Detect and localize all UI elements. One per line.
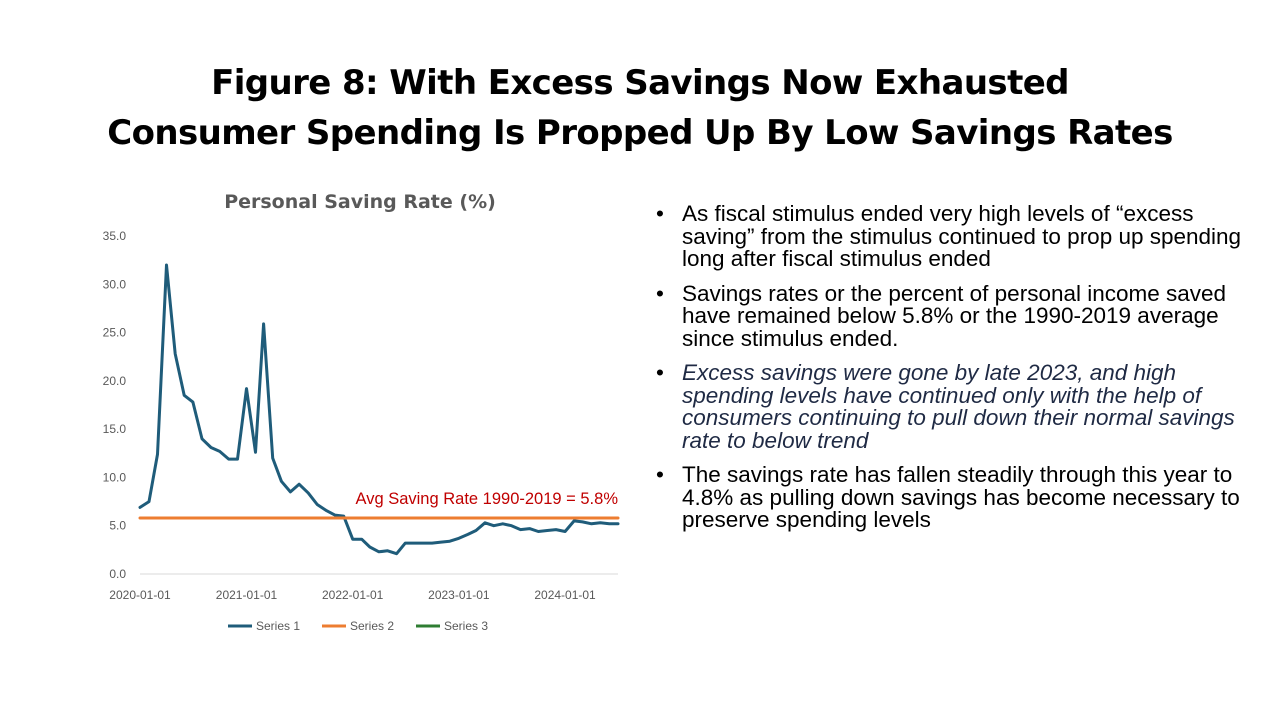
series-1-line	[138, 263, 620, 556]
x-tick-label: 2022-01-01	[322, 588, 384, 602]
bullet-dot-icon: •	[656, 360, 664, 385]
chart-title: Personal Saving Rate (%)	[224, 191, 496, 213]
saving-rate-chart: 0.0 5.0 10.0 15.0 20.0 25.0 30.0 35.0 2020-01-01…	[103, 229, 620, 633]
y-tick-label: 25.0	[103, 326, 127, 340]
slide-title: Figure 8: With Excess Savings Now Exhaus…	[0, 58, 1280, 158]
y-tick-label: 30.0	[103, 277, 127, 291]
slide-title-line-2: Consumer Spending Is Propped Up By Low S…	[107, 113, 1173, 153]
bullet-text: As fiscal stimulus ended very high level…	[682, 201, 1242, 271]
bullet-item: • The savings rate has fallen steadily t…	[656, 462, 1256, 532]
bullet-text: The savings rate has fallen steadily thr…	[682, 462, 1240, 532]
bullet-dot-icon: •	[656, 280, 664, 306]
x-tick-label: 2024-01-01	[534, 588, 596, 602]
y-tick-label: 10.0	[103, 470, 127, 484]
bullet-list: • As fiscal stimulus ended very high lev…	[656, 201, 1256, 544]
x-tick-label: 2021-01-01	[216, 588, 278, 602]
bullet-dot-icon: •	[656, 462, 664, 487]
bullet-item: • Excess savings were gone by late 2023,…	[656, 360, 1256, 453]
x-tick-label: 2020-01-01	[109, 588, 171, 602]
legend-label-3: Series 3	[444, 619, 488, 633]
legend-label-1: Series 1	[256, 619, 300, 633]
avg-saving-rate-annotation: Avg Saving Rate 1990-2019 = 5.8%	[355, 490, 618, 508]
x-tick-label: 2023-01-01	[428, 588, 490, 602]
y-tick-label: 35.0	[103, 229, 127, 243]
y-tick-label: 20.0	[103, 374, 127, 388]
bullet-text: Savings rates or the percent of personal…	[682, 280, 1227, 351]
y-tick-label: 0.0	[109, 567, 126, 581]
y-tick-label: 15.0	[103, 422, 127, 436]
bullet-item: • Savings rates or the percent of person…	[656, 280, 1256, 351]
slide-title-line-1: Figure 8: With Excess Savings Now Exhaus…	[211, 63, 1069, 103]
bullet-dot-icon: •	[656, 201, 664, 226]
legend-label-2: Series 2	[350, 619, 394, 633]
bullet-item: • As fiscal stimulus ended very high lev…	[656, 201, 1256, 271]
bullet-text: Excess savings were gone by late 2023, a…	[682, 360, 1235, 453]
y-tick-label: 5.0	[109, 519, 126, 533]
